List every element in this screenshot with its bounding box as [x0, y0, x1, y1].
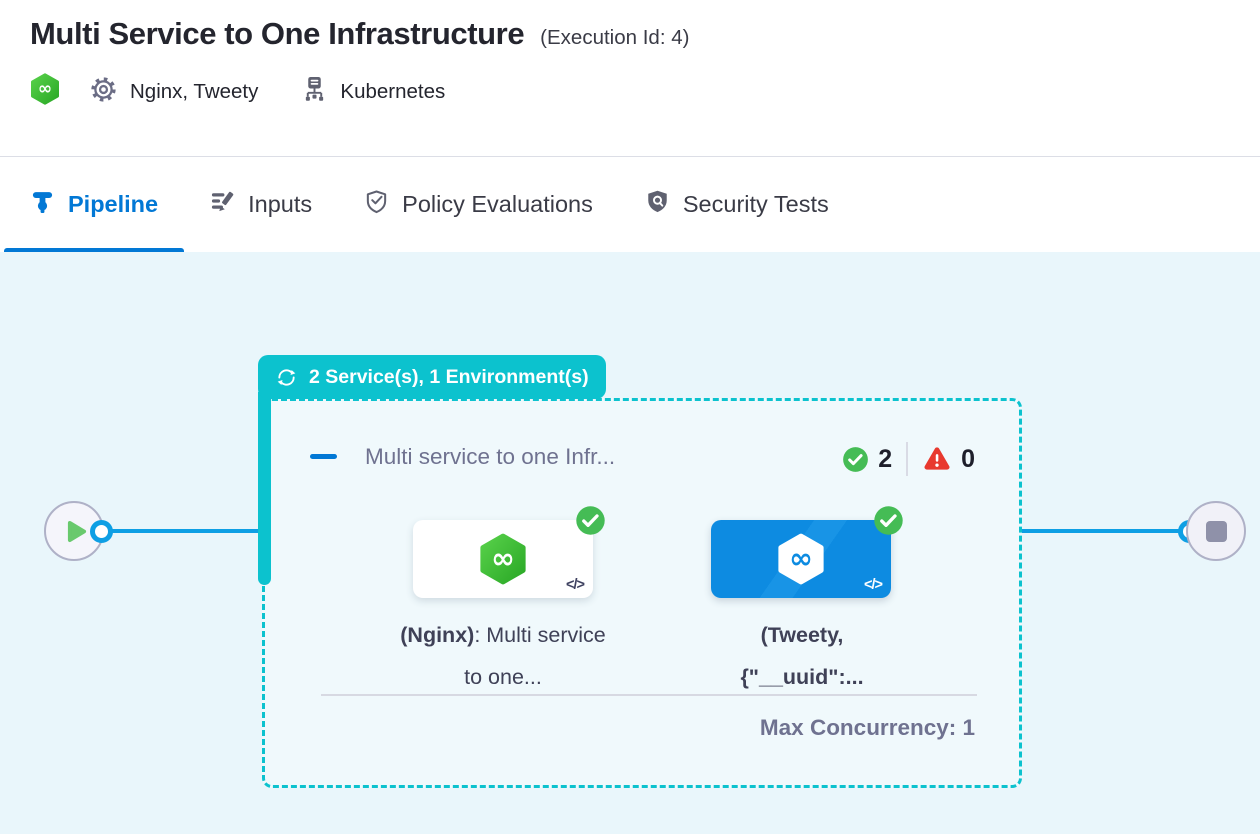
success-badge-icon: [575, 505, 606, 536]
pipeline-icon: [30, 189, 55, 220]
stage-title: Multi service to one Infr...: [365, 444, 616, 469]
meta-row: ∞ Nginx, Tweety Kubernetes: [30, 73, 1230, 110]
connector-line-end: [1022, 529, 1180, 533]
service-card-nginx[interactable]: ∞ </>: [413, 506, 605, 598]
collapse-stage-icon[interactable]: [310, 454, 337, 459]
connector-line-start: [102, 529, 262, 533]
harness-service-icon: ∞: [30, 73, 60, 110]
pipeline-canvas[interactable]: 2 Service(s), 1 Environment(s) Multi ser…: [0, 252, 1260, 834]
shield-check-icon: [364, 189, 389, 221]
play-icon: [66, 520, 87, 543]
page-title: Multi Service to One Infrastructure: [30, 16, 525, 51]
harness-step-icon: ∞: [479, 533, 527, 585]
stop-icon: [1205, 520, 1227, 542]
title-row: Multi Service to One Infrastructure (Exe…: [30, 16, 1230, 52]
stage-divider: [321, 694, 977, 696]
services-summary: Nginx, Tweety: [130, 79, 259, 103]
svg-text:∞: ∞: [789, 541, 813, 575]
tab-label: Policy Evaluations: [402, 191, 593, 217]
tab-inputs[interactable]: Inputs: [184, 157, 338, 252]
error-count: 0: [961, 444, 975, 473]
pipeline-end-node[interactable]: [1186, 501, 1246, 561]
service-label-tweety: (Tweety, {"__uuid":...: [740, 623, 864, 689]
inputs-icon: [210, 189, 235, 220]
success-badge-icon: [873, 505, 904, 536]
shield-scan-icon: [645, 189, 670, 221]
svg-text:∞: ∞: [38, 79, 52, 99]
tab-label: Pipeline: [68, 191, 159, 217]
environment-summary: Kubernetes: [340, 79, 446, 103]
tab-label: Inputs: [248, 191, 313, 217]
code-icon: </>: [566, 577, 585, 593]
error-icon: [922, 446, 952, 473]
stage-group-box[interactable]: Multi service to one Infr... 2 0: [262, 398, 1022, 788]
code-icon: </>: [864, 577, 883, 593]
execution-header: Multi Service to One Infrastructure (Exe…: [0, 0, 1260, 156]
stage-badge-tail: [258, 392, 271, 585]
max-concurrency-label: Max Concurrency: 1: [759, 715, 975, 740]
stage-status-summary: 2 0: [842, 442, 975, 476]
stage-loop-badge-label: 2 Service(s), 1 Environment(s): [309, 365, 589, 388]
execution-id: (Execution Id: 4): [540, 26, 690, 49]
gear-icon: [90, 76, 117, 108]
success-count: 2: [878, 444, 893, 473]
execution-tabs: Pipeline Inputs Policy Evaluations: [0, 156, 1260, 252]
active-tab-underline: [4, 248, 185, 252]
tab-security-tests[interactable]: Security Tests: [619, 157, 855, 252]
stage-loop-badge[interactable]: 2 Service(s), 1 Environment(s): [258, 355, 606, 399]
tab-pipeline[interactable]: Pipeline: [4, 157, 185, 252]
connector-port-start[interactable]: [90, 520, 113, 543]
tab-label: Security Tests: [682, 191, 829, 217]
harness-step-icon: ∞: [777, 533, 825, 585]
status-divider: [906, 442, 909, 476]
service-label-nginx: (Nginx): Multi service to one...: [400, 623, 606, 689]
loop-icon: [275, 366, 298, 389]
svg-text:∞: ∞: [491, 541, 515, 575]
success-icon: [842, 446, 869, 473]
service-card-tweety[interactable]: ∞ </>: [711, 506, 903, 598]
infrastructure-icon: [302, 75, 327, 108]
tab-policy-evaluations[interactable]: Policy Evaluations: [338, 157, 619, 252]
